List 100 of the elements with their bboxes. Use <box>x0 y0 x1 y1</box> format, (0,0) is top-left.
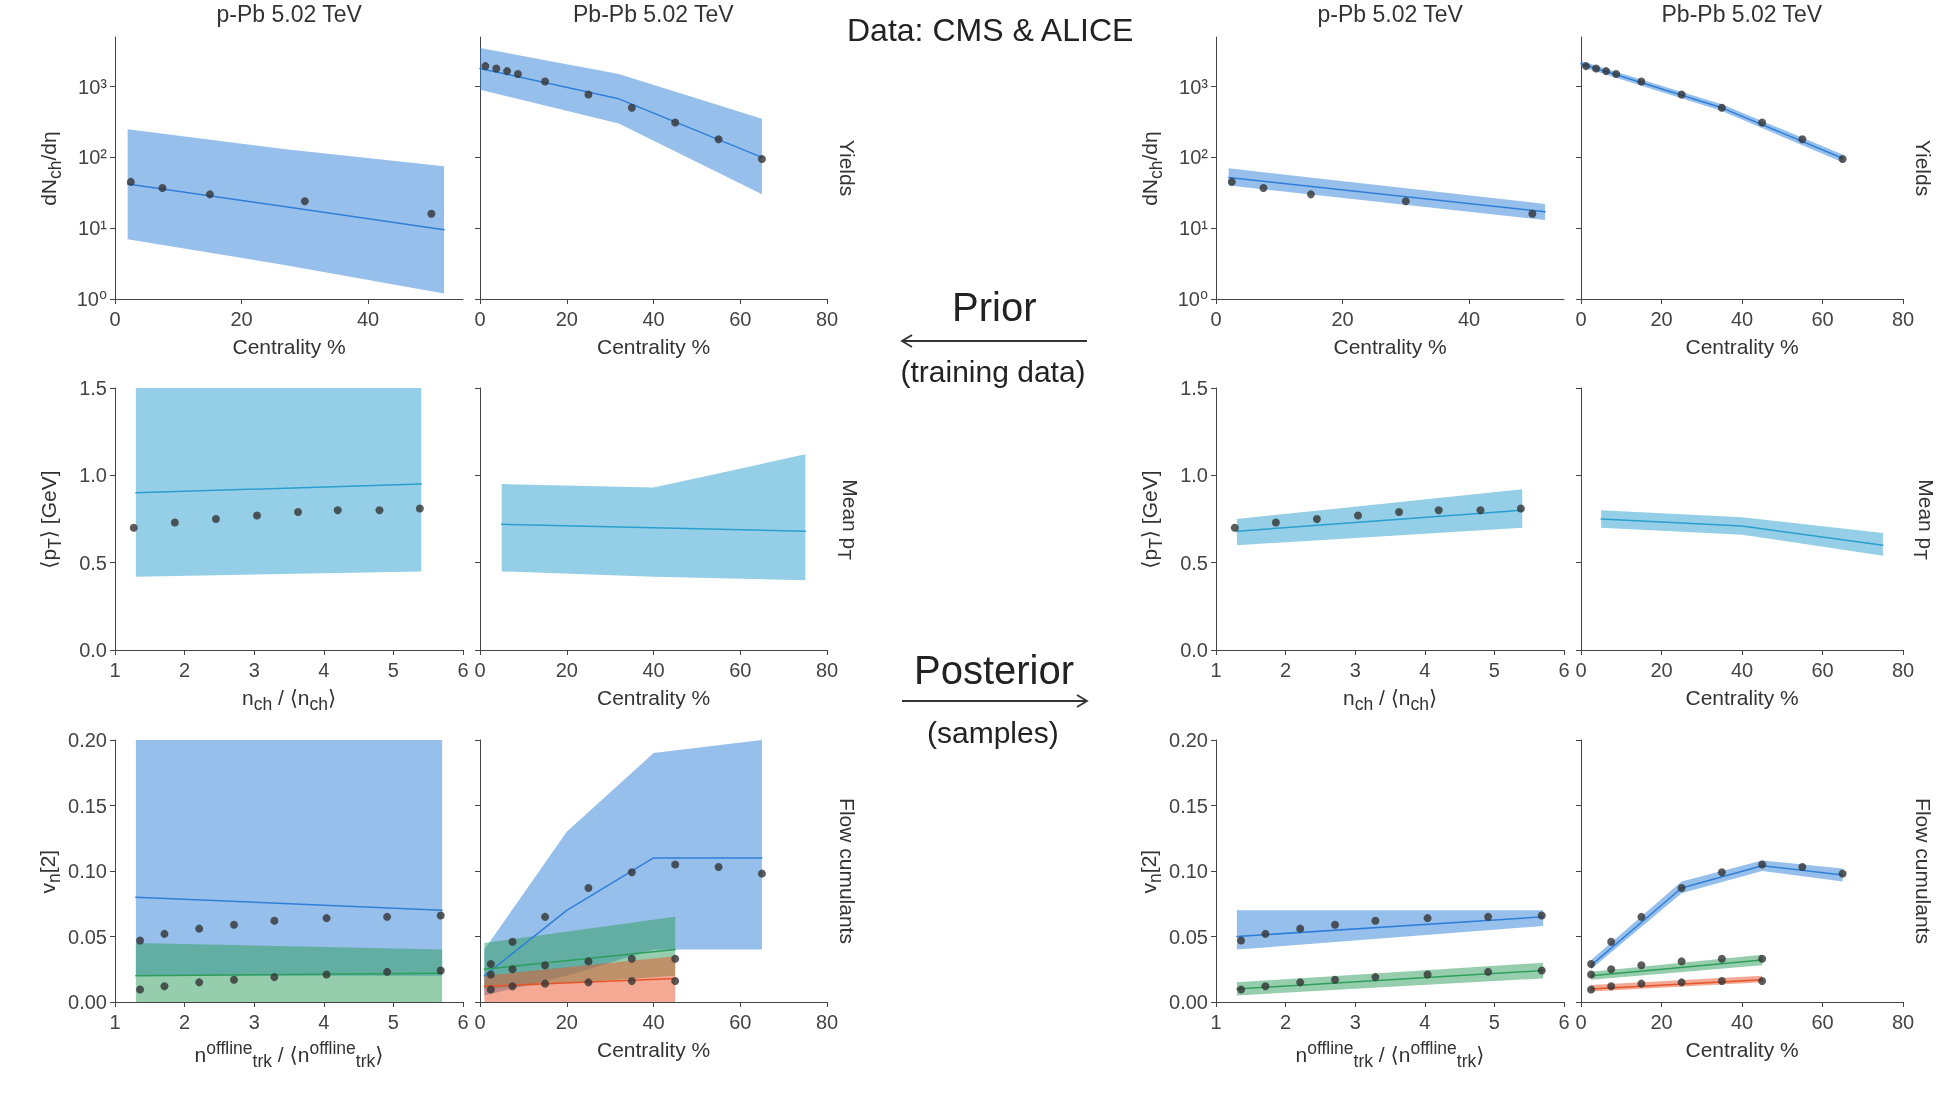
text: Posterior <box>914 648 1075 693</box>
y-tick-label: 10⁰ <box>76 288 107 310</box>
point <box>486 960 495 969</box>
y-tick-label: 10² <box>1179 146 1209 169</box>
x-tick-label: 2 <box>1280 659 1292 681</box>
point <box>427 209 436 218</box>
point <box>195 924 204 933</box>
x-tick-label: 20 <box>555 1011 578 1033</box>
x-tick-label: 1 <box>1210 659 1222 681</box>
point <box>1516 504 1525 513</box>
text: Prior <box>952 285 1037 330</box>
point <box>383 967 392 976</box>
x-tick-label: 40 <box>1457 308 1481 330</box>
x-tick-label: 60 <box>1811 1011 1834 1033</box>
y-tick-label: 0.5 <box>79 551 107 574</box>
point <box>1637 961 1646 970</box>
point <box>1677 884 1686 893</box>
point <box>1537 966 1546 975</box>
point <box>136 936 145 945</box>
point <box>714 135 723 144</box>
y-tick-label: 1.5 <box>79 377 107 399</box>
text: (samples) <box>927 716 1059 750</box>
x-tick-label: 20 <box>1331 308 1354 330</box>
point <box>627 954 636 963</box>
point <box>486 970 495 979</box>
x-tick-label: 4 <box>318 659 330 681</box>
point <box>584 884 593 893</box>
point <box>671 118 680 127</box>
point <box>1717 977 1726 986</box>
point <box>584 90 593 99</box>
point <box>671 977 680 986</box>
point <box>300 197 309 206</box>
point <box>195 978 204 987</box>
x-tick-label: 4 <box>1419 1011 1431 1033</box>
point <box>1582 62 1591 71</box>
x-tick-label: 40 <box>1730 308 1754 330</box>
x-axis-title: n$_{ch}$ / ⟨n$_{ch}$⟩ <box>1343 686 1438 716</box>
chart-title: p-Pb 5.02 TeV <box>216 1 362 28</box>
x-axis-title: n$_{ch}$ / ⟨n$_{ch}$⟩ <box>242 686 337 716</box>
y-tick-label: 0.05 <box>68 925 107 948</box>
point <box>1371 973 1380 982</box>
x-tick-label: 80 <box>1891 659 1915 681</box>
chart-title: Pb-Pb 5.02 TeV <box>1661 1 1823 28</box>
point <box>1758 118 1767 127</box>
x-tick-label: 20 <box>555 308 578 330</box>
point <box>1612 70 1621 79</box>
x-axis-title: Centrality % <box>232 335 346 359</box>
point <box>136 985 145 994</box>
x-tick-label: 40 <box>356 308 380 330</box>
x-tick-label: 0 <box>474 659 486 681</box>
point <box>1237 936 1246 945</box>
chart-title: p-Pb 5.02 TeV <box>1317 1 1463 28</box>
x-axis-title: Centrality % <box>597 686 711 710</box>
point <box>294 508 303 517</box>
x-tick-label: 5 <box>387 1011 399 1033</box>
x-tick-label: 40 <box>642 659 665 681</box>
point <box>1677 978 1686 987</box>
point <box>1717 954 1726 963</box>
x-tick-label: 80 <box>1891 308 1915 330</box>
y-tick-label: 0.0 <box>79 639 107 661</box>
x-axis-title: Centrality % <box>597 335 711 359</box>
x-tick-label: 0 <box>1210 308 1222 330</box>
point <box>627 103 636 112</box>
point <box>541 979 550 988</box>
y-tick-label: 0.10 <box>1169 860 1208 882</box>
point <box>1677 90 1686 99</box>
x-tick-label: 6 <box>1558 659 1570 681</box>
point <box>230 975 239 984</box>
x-tick-label: 40 <box>1730 659 1754 681</box>
point <box>757 154 766 163</box>
point <box>492 64 501 73</box>
point <box>541 77 550 86</box>
y-tick-label: 10¹ <box>78 217 108 240</box>
y2-axis-title: Flow cumulants <box>1910 798 1935 944</box>
y-tick-label: 0.15 <box>1169 794 1208 817</box>
y-tick-label: 1.0 <box>1180 464 1208 487</box>
y2-axis-title: Yields <box>1911 139 1936 197</box>
point <box>322 914 331 923</box>
point <box>1637 979 1646 988</box>
point <box>1587 985 1596 994</box>
point <box>508 937 517 946</box>
x-tick-label: 20 <box>555 659 578 681</box>
point <box>1758 860 1767 869</box>
point <box>1261 982 1270 991</box>
point <box>322 970 331 979</box>
point <box>627 868 636 877</box>
x-tick-label: 3 <box>248 659 260 681</box>
y-tick-label: 10¹ <box>1179 217 1209 240</box>
point <box>160 982 169 991</box>
point <box>126 177 135 186</box>
point <box>333 506 342 515</box>
x-tick-label: 80 <box>815 1011 839 1033</box>
x-tick-label: 4 <box>1419 659 1431 681</box>
y-tick-label: 0.10 <box>68 860 107 882</box>
point <box>383 912 392 921</box>
point <box>1395 508 1404 517</box>
y-tick-label: 10³ <box>78 75 108 98</box>
point <box>671 954 680 963</box>
point <box>1401 197 1410 206</box>
x-tick-label: 0 <box>1575 1011 1587 1033</box>
